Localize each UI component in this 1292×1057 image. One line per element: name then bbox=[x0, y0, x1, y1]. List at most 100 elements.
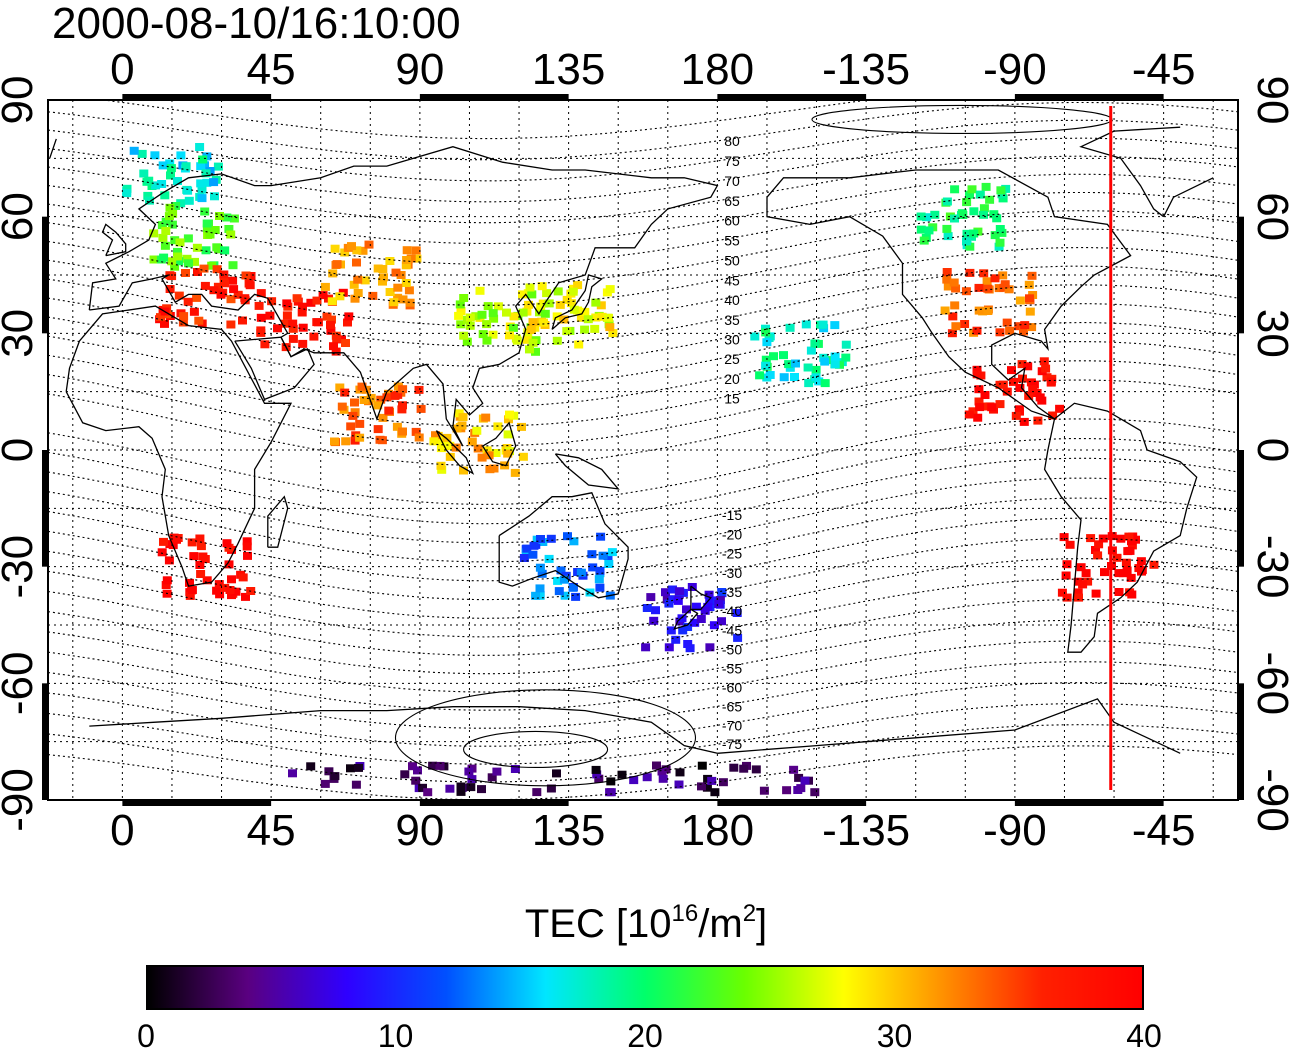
tec-cell bbox=[998, 380, 1008, 389]
tec-cell bbox=[508, 323, 518, 332]
tec-cell bbox=[1137, 567, 1146, 576]
tec-cell bbox=[573, 281, 583, 290]
tec-cell bbox=[195, 534, 205, 543]
tec-cell bbox=[330, 437, 339, 446]
coastline bbox=[435, 430, 475, 475]
tec-cell bbox=[335, 383, 345, 392]
coastline bbox=[49, 126, 1214, 218]
tec-cell bbox=[280, 319, 290, 328]
tec-cell bbox=[327, 315, 336, 324]
tec-cell bbox=[717, 617, 726, 626]
tec-cell bbox=[982, 277, 992, 286]
tec-cell bbox=[196, 162, 206, 171]
tec-cell bbox=[273, 324, 282, 333]
tec-cell bbox=[806, 346, 816, 355]
contour-label: 35 bbox=[724, 312, 740, 328]
tec-cell bbox=[210, 192, 219, 201]
tec-cell bbox=[683, 640, 693, 648]
tec-cell bbox=[591, 765, 601, 774]
tec-cell bbox=[1000, 280, 1010, 289]
tec-cell bbox=[488, 309, 498, 318]
tec-cell bbox=[759, 786, 769, 795]
tec-cell bbox=[979, 204, 989, 213]
tec-cell bbox=[1024, 280, 1034, 289]
tec-cell bbox=[554, 587, 564, 596]
tec-cell bbox=[990, 231, 1000, 240]
tec-cell bbox=[642, 773, 652, 782]
tec-cell bbox=[196, 179, 206, 188]
tec-cell bbox=[702, 783, 712, 792]
frame-bar-right bbox=[1238, 450, 1244, 567]
tec-cell bbox=[292, 294, 302, 303]
tec-cell bbox=[942, 275, 952, 284]
tec-cell bbox=[340, 248, 350, 257]
lon-tick-label-top: 0 bbox=[110, 45, 134, 94]
tec-cell bbox=[195, 143, 205, 151]
tec-cell bbox=[556, 566, 566, 575]
tec-cell bbox=[969, 207, 979, 216]
tec-cell bbox=[159, 253, 169, 262]
contour-label: 80 bbox=[724, 133, 740, 149]
contour-label: 30 bbox=[724, 331, 740, 347]
lon-tick-label-bottom: 0 bbox=[110, 806, 134, 855]
colorbar-tick-label: 30 bbox=[876, 1018, 913, 1054]
colorbar-tick-label: 0 bbox=[137, 1018, 155, 1054]
tec-cell bbox=[995, 238, 1005, 247]
colorbar-title: TEC [1016/m2] bbox=[524, 900, 768, 947]
contour-label: 55 bbox=[724, 233, 740, 249]
tec-cell bbox=[396, 271, 406, 279]
contour-label: 75 bbox=[724, 153, 740, 169]
tec-cell bbox=[1029, 380, 1039, 389]
tec-cell bbox=[560, 591, 570, 600]
tec-cell bbox=[192, 293, 202, 302]
tec-cell bbox=[536, 535, 545, 543]
tec-cell bbox=[158, 233, 168, 242]
tec-cell bbox=[964, 410, 974, 419]
tec-cell bbox=[1001, 184, 1011, 193]
tec-cell bbox=[1035, 393, 1045, 402]
lat-tick-label-left: 30 bbox=[0, 309, 42, 358]
tec-cell bbox=[965, 268, 975, 277]
geomag-contour bbox=[48, 477, 1238, 563]
tec-cell bbox=[528, 550, 538, 559]
tec-cell bbox=[605, 323, 615, 332]
lat-tick-label-left: -30 bbox=[0, 535, 42, 599]
tec-cell bbox=[571, 592, 581, 601]
tec-cell bbox=[471, 312, 481, 321]
coastline bbox=[766, 169, 1132, 420]
tec-cell bbox=[265, 311, 275, 320]
tec-cell bbox=[156, 313, 165, 322]
tec-cell bbox=[414, 385, 424, 394]
tec-cell bbox=[165, 540, 175, 549]
tec-cell bbox=[312, 296, 322, 305]
tec-cell bbox=[192, 243, 202, 252]
tec-cell bbox=[942, 224, 952, 233]
tec-cell bbox=[995, 400, 1005, 409]
coastline bbox=[88, 146, 719, 447]
tec-cell bbox=[537, 569, 547, 578]
tec-cell bbox=[159, 537, 168, 546]
tec-cell bbox=[542, 289, 552, 298]
tec-cell bbox=[535, 584, 545, 593]
tec-cell bbox=[161, 217, 171, 226]
tec-cell bbox=[459, 294, 469, 302]
tec-cell bbox=[705, 597, 715, 605]
tec-cell bbox=[1125, 546, 1135, 555]
frame-bar-right bbox=[1238, 216, 1244, 334]
tec-cell bbox=[536, 302, 546, 311]
tec-cell bbox=[1015, 383, 1025, 392]
frame-bar-bottom bbox=[122, 800, 272, 806]
tec-cell bbox=[675, 587, 685, 596]
tec-cell bbox=[765, 371, 775, 379]
tec-cell bbox=[537, 282, 547, 291]
tec-cell bbox=[961, 287, 971, 296]
lon-tick-label-bottom: 90 bbox=[395, 806, 444, 855]
geomag-pole-north bbox=[811, 104, 1113, 134]
tec-cell bbox=[525, 283, 535, 292]
tec-cell bbox=[674, 780, 684, 789]
tec-cell bbox=[214, 245, 223, 254]
tec-cell bbox=[445, 441, 455, 450]
tec-cell bbox=[466, 783, 476, 792]
tec-cell bbox=[256, 328, 266, 337]
tec-cell bbox=[238, 316, 247, 325]
